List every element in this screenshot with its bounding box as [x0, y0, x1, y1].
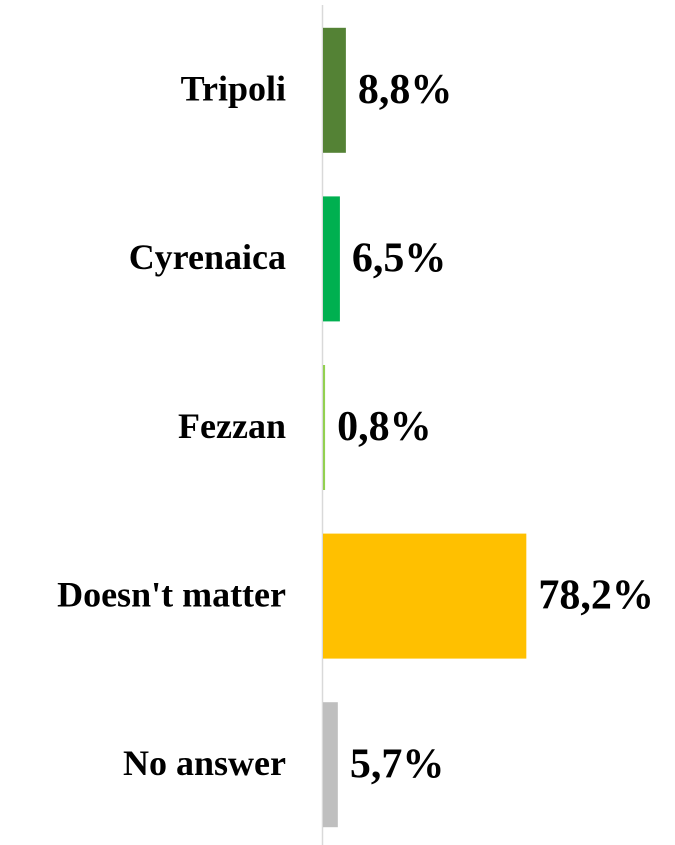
bar	[323, 702, 338, 828]
value-label: 78,2%	[538, 573, 654, 619]
category-label: Tripoli	[181, 69, 286, 109]
bar	[323, 196, 340, 322]
bar	[323, 533, 527, 659]
category-label: Doesn't matter	[57, 574, 286, 614]
category-label: No answer	[123, 743, 286, 783]
value-label: 5,7%	[350, 741, 445, 787]
value-label: 8,8%	[358, 67, 453, 113]
category-label: Cyrenaica	[129, 237, 286, 277]
bar	[323, 27, 346, 153]
bar	[323, 365, 326, 490]
value-label: 0,8%	[337, 404, 432, 450]
category-label: Fezzan	[178, 406, 286, 446]
value-label: 6,5%	[352, 236, 447, 282]
